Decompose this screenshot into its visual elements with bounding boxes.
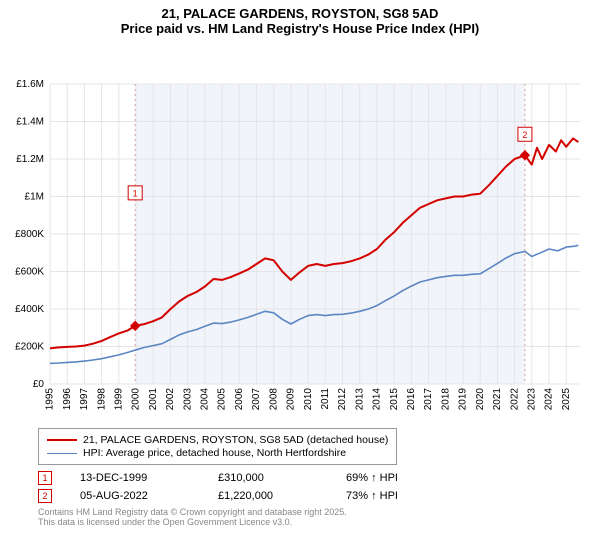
sale-price: £310,000 — [218, 472, 318, 484]
legend-label: 21, PALACE GARDENS, ROYSTON, SG8 5AD (de… — [83, 434, 388, 446]
svg-text:2004: 2004 — [200, 388, 211, 411]
sale-pct: 73% ↑ HPI — [346, 490, 398, 502]
svg-text:1: 1 — [133, 188, 138, 198]
svg-text:2023: 2023 — [526, 388, 537, 411]
svg-text:2012: 2012 — [337, 388, 348, 411]
svg-text:2024: 2024 — [544, 388, 555, 411]
sale-row: 1 13-DEC-1999 £310,000 69% ↑ HPI — [38, 471, 600, 485]
legend-item: 21, PALACE GARDENS, ROYSTON, SG8 5AD (de… — [47, 434, 388, 446]
svg-text:£1.4M: £1.4M — [16, 117, 44, 128]
svg-text:2022: 2022 — [509, 388, 520, 411]
svg-text:2011: 2011 — [320, 388, 331, 410]
svg-text:2009: 2009 — [286, 388, 297, 411]
svg-text:£1M: £1M — [25, 192, 44, 203]
sale-date: 13-DEC-1999 — [80, 472, 190, 484]
svg-text:£1.6M: £1.6M — [16, 79, 44, 90]
svg-text:2005: 2005 — [217, 388, 228, 411]
svg-text:1996: 1996 — [62, 388, 73, 411]
sale-date: 05-AUG-2022 — [80, 490, 190, 502]
sales-table: 1 13-DEC-1999 £310,000 69% ↑ HPI 2 05-AUG-202… — [38, 471, 600, 503]
svg-text:£800K: £800K — [15, 229, 44, 240]
svg-text:2001: 2001 — [148, 388, 159, 411]
svg-text:£1.2M: £1.2M — [16, 154, 44, 165]
svg-text:2000: 2000 — [131, 388, 142, 411]
svg-text:2016: 2016 — [406, 388, 417, 411]
legend-label: HPI: Average price, detached house, Nort… — [83, 447, 346, 459]
svg-text:2007: 2007 — [251, 388, 262, 411]
svg-text:£400K: £400K — [15, 304, 44, 315]
sale-price: £1,220,000 — [218, 490, 318, 502]
svg-text:2021: 2021 — [492, 388, 503, 411]
footer-line1: Contains HM Land Registry data © Crown c… — [38, 507, 600, 517]
svg-text:2025: 2025 — [561, 388, 572, 411]
svg-text:2002: 2002 — [165, 388, 176, 411]
legend-swatch — [47, 453, 77, 454]
chart-svg: £0 £200K £400K £600K £800K £1M £1.2M £1.4M £1.6M… — [0, 36, 600, 428]
sale-row: 2 05-AUG-2022 £1,220,000 73% ↑ HPI — [38, 489, 600, 503]
sale-marker-box: 2 — [38, 489, 52, 503]
svg-text:2010: 2010 — [303, 388, 314, 411]
svg-text:2008: 2008 — [268, 388, 279, 411]
svg-text:1998: 1998 — [96, 388, 107, 411]
svg-text:2020: 2020 — [475, 388, 486, 411]
legend-item: HPI: Average price, detached house, Nort… — [47, 447, 388, 459]
chart-area: £0 £200K £400K £600K £800K £1M £1.2M £1.4M £1.6M… — [0, 36, 600, 428]
svg-text:2013: 2013 — [354, 388, 365, 411]
title-line2: Price paid vs. HM Land Registry's House … — [0, 21, 600, 36]
svg-text:2014: 2014 — [372, 388, 383, 411]
legend: 21, PALACE GARDENS, ROYSTON, SG8 5AD (de… — [38, 428, 397, 465]
svg-text:£200K: £200K — [15, 342, 44, 353]
sale-marker-box: 1 — [38, 471, 52, 485]
sale-pct: 69% ↑ HPI — [346, 472, 398, 484]
svg-text:2006: 2006 — [234, 388, 245, 411]
footer-line2: This data is licensed under the Open Gov… — [38, 517, 600, 527]
svg-text:1999: 1999 — [113, 388, 124, 411]
svg-text:2018: 2018 — [440, 388, 451, 411]
svg-text:2019: 2019 — [458, 388, 469, 411]
svg-text:2017: 2017 — [423, 388, 434, 411]
title-line1: 21, PALACE GARDENS, ROYSTON, SG8 5AD — [0, 6, 600, 21]
svg-text:£0: £0 — [33, 379, 45, 390]
svg-text:2: 2 — [522, 130, 527, 140]
svg-text:1995: 1995 — [45, 388, 56, 411]
footer-note: Contains HM Land Registry data © Crown c… — [0, 507, 600, 527]
svg-text:2003: 2003 — [182, 388, 193, 411]
svg-text:1997: 1997 — [79, 388, 90, 411]
svg-text:£600K: £600K — [15, 267, 44, 278]
svg-text:2015: 2015 — [389, 388, 400, 411]
chart-title: 21, PALACE GARDENS, ROYSTON, SG8 5AD Pri… — [0, 0, 600, 36]
legend-swatch — [47, 439, 77, 441]
